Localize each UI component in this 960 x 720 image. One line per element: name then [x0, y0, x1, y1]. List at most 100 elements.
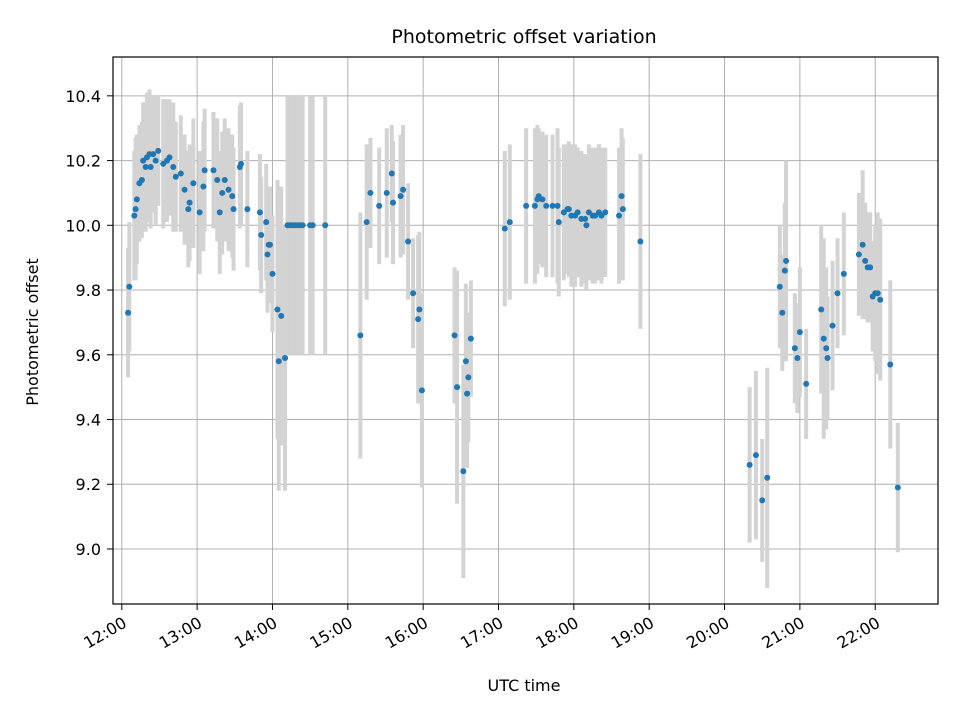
- y-tick-label: 10.2: [65, 152, 101, 171]
- data-point: [200, 183, 207, 190]
- data-point: [834, 290, 841, 297]
- y-axis-label: Photometric offset: [23, 258, 42, 406]
- data-point: [465, 374, 472, 381]
- data-point: [746, 461, 753, 468]
- data-point: [501, 225, 508, 232]
- data-point: [400, 186, 407, 193]
- data-point: [256, 209, 263, 216]
- data-point: [582, 215, 589, 222]
- data-point: [506, 219, 513, 226]
- data-point: [309, 222, 316, 229]
- data-point: [266, 241, 273, 248]
- data-point: [415, 316, 422, 323]
- data-point: [383, 189, 390, 196]
- data-point: [388, 170, 395, 177]
- data-point: [464, 390, 471, 397]
- data-point: [282, 355, 289, 362]
- data-point: [357, 332, 364, 339]
- data-point: [855, 251, 862, 258]
- data-point: [794, 355, 801, 362]
- data-point: [185, 206, 192, 213]
- data-point: [574, 209, 581, 216]
- data-point: [186, 199, 193, 206]
- data-point: [196, 209, 203, 216]
- data-point: [467, 335, 474, 342]
- data-point: [840, 270, 847, 277]
- data-point: [405, 238, 412, 245]
- data-point: [147, 164, 154, 171]
- data-point: [166, 154, 173, 161]
- data-point: [543, 202, 550, 209]
- y-axis-ticks: 9.0 9.2 9.4 9.6 9.8 10.0 10.2 10.4: [65, 87, 113, 559]
- data-point: [791, 345, 798, 352]
- data-point: [531, 202, 538, 209]
- data-point: [867, 264, 874, 271]
- data-point: [181, 186, 188, 193]
- y-tick-label: 10.0: [65, 216, 101, 235]
- data-point: [549, 202, 556, 209]
- data-point: [554, 202, 561, 209]
- data-point: [776, 283, 783, 290]
- plot-frame: [112, 56, 939, 605]
- data-point: [894, 484, 901, 491]
- data-point: [258, 232, 265, 239]
- data-point: [460, 468, 467, 475]
- data-point: [244, 206, 251, 213]
- data-point: [565, 206, 572, 213]
- x-axis-label: UTC time: [488, 676, 561, 695]
- data-point: [264, 251, 271, 258]
- data-point: [416, 306, 423, 313]
- data-point: [390, 199, 397, 206]
- data-point: [376, 202, 383, 209]
- data-point: [229, 193, 236, 200]
- data-point: [451, 332, 458, 339]
- y-tick-label: 9.6: [76, 346, 101, 365]
- data-point: [555, 219, 562, 226]
- y-tick-label: 10.4: [65, 87, 101, 106]
- data-point: [539, 196, 546, 203]
- data-point: [363, 219, 370, 226]
- y-tick-label: 9.8: [76, 281, 101, 300]
- data-point: [523, 202, 530, 209]
- data-point: [219, 189, 226, 196]
- data-point: [126, 283, 133, 290]
- data-point: [275, 358, 282, 365]
- data-point: [214, 176, 221, 183]
- data-point: [783, 257, 790, 264]
- data-point: [454, 384, 461, 391]
- data-point: [125, 309, 132, 316]
- data-point: [238, 160, 245, 167]
- data-point: [172, 173, 179, 180]
- data-point: [874, 290, 881, 297]
- data-point: [462, 358, 469, 365]
- data-point: [752, 452, 759, 459]
- data-point: [823, 345, 830, 352]
- data-point: [142, 164, 149, 171]
- data-point: [637, 238, 644, 245]
- data-point: [132, 206, 139, 213]
- data-point: [150, 151, 157, 158]
- data-point: [138, 176, 145, 183]
- y-tick-label: 9.2: [76, 475, 101, 494]
- data-point: [583, 222, 590, 229]
- data-point: [322, 222, 329, 229]
- data-point: [796, 329, 803, 336]
- data-point: [781, 267, 788, 274]
- data-point: [616, 212, 623, 219]
- data-point: [764, 474, 771, 481]
- data-point: [225, 186, 232, 193]
- data-point: [877, 296, 884, 303]
- y-tick-label: 9.0: [76, 540, 101, 559]
- data-point: [862, 257, 869, 264]
- y-tick-label: 9.4: [76, 411, 101, 430]
- data-point: [190, 180, 197, 187]
- data-point: [133, 196, 140, 203]
- chart-title: Photometric offset variation: [391, 26, 656, 48]
- data-point: [820, 335, 827, 342]
- data-point: [210, 167, 217, 174]
- data-point: [155, 147, 162, 154]
- data-point: [619, 206, 626, 213]
- data-point: [299, 222, 306, 229]
- data-point: [397, 193, 404, 200]
